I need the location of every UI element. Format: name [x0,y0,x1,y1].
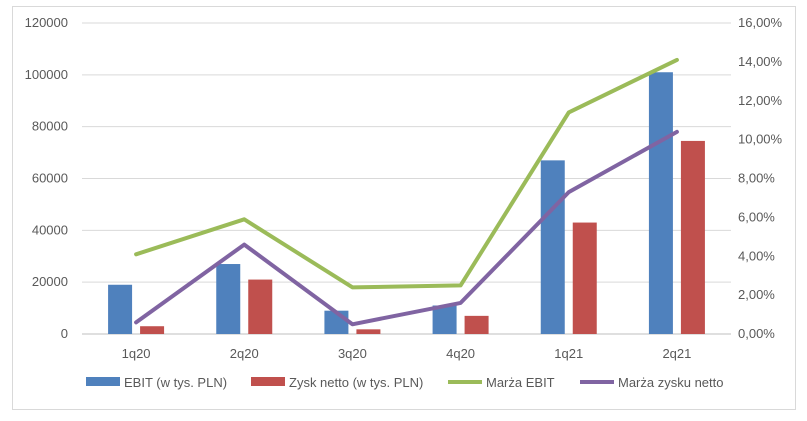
left-axis-tick-label: 40000 [32,222,68,237]
left-axis-tick-label: 60000 [32,171,68,186]
bar-1-1q20 [140,326,165,334]
left-axis-tick-label: 20000 [32,274,68,289]
right-axis-tick-label: 2,00% [738,287,775,302]
right-axis-tick-label: 8,00% [738,171,775,186]
legend-swatch-1 [251,377,285,386]
bar-1-1q21 [572,222,597,334]
left-axis-tick-label: 120000 [25,15,68,30]
x-axis-tick-label: 3q20 [338,346,367,361]
bar-1-3q20 [356,329,381,334]
right-axis-tick-label: 16,00% [738,15,783,30]
legend-label-1: Zysk netto (w tys. PLN) [289,375,423,390]
right-axis-tick-label: 0,00% [738,326,775,341]
right-axis-tick-label: 14,00% [738,54,783,69]
left-axis-tick-label: 80000 [32,119,68,134]
x-axis-tick-label: 4q20 [446,346,475,361]
legend-swatch-0 [86,377,120,386]
bar-1-2q20 [248,279,273,334]
x-axis-tick-label: 1q20 [122,346,151,361]
right-axis-tick-label: 4,00% [738,248,775,263]
bar-0-2q20 [216,264,241,334]
legend-label-0: EBIT (w tys. PLN) [124,375,227,390]
bar-0-1q21 [540,160,565,334]
left-axis-tick-label: 100000 [25,67,68,82]
series-line-1 [134,129,679,327]
legend-label-3: Marża zysku netto [618,375,724,390]
x-axis-tick-label: 1q21 [554,346,583,361]
x-axis-tick-label: 2q21 [662,346,691,361]
legend-label-2: Marża EBIT [486,375,555,390]
right-axis-tick-label: 6,00% [738,209,775,224]
right-axis-tick-label: 10,00% [738,132,783,147]
series-line-0 [134,57,679,290]
bar-0-4q20 [432,305,457,334]
right-axis-tick-label: 12,00% [738,93,783,108]
bar-0-1q20 [108,284,133,334]
left-axis-tick-label: 0 [61,326,68,341]
bar-1-2q21 [680,140,705,334]
x-axis-tick-label: 2q20 [230,346,259,361]
bar-1-4q20 [464,315,489,334]
bar-0-2q21 [648,72,673,334]
